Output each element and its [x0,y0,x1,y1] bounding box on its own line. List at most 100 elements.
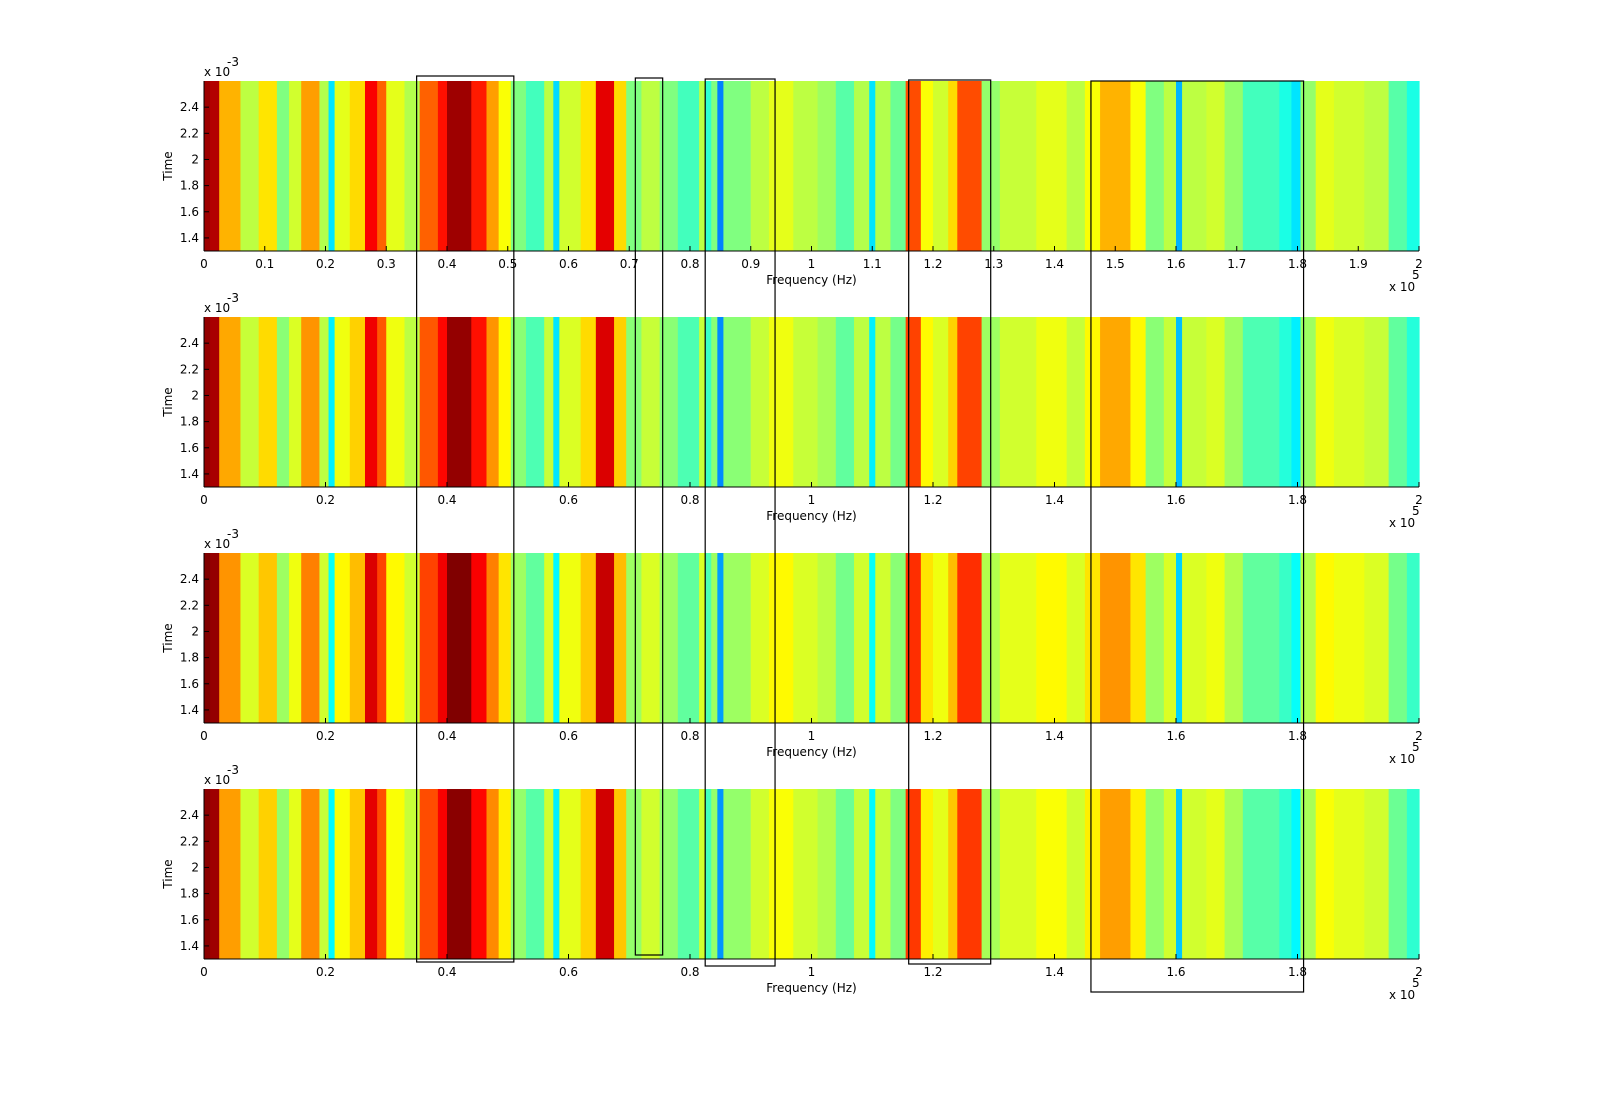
heatmap-band [659,789,679,959]
heatmap-band [258,81,278,251]
heatmap-band [1206,81,1226,251]
heatmap-band [1364,553,1390,723]
heatmap-band [957,81,983,251]
heatmap-band [699,553,706,723]
heatmap-band [614,317,627,487]
heatmap-band [768,81,794,251]
heatmap-band [1333,789,1365,959]
heatmap-band [386,553,406,723]
y-tick-label: 2 [191,624,199,638]
heatmap-band [334,553,351,723]
highlight-box [416,75,515,963]
heatmap-band [723,553,752,723]
heatmap-band [210,81,220,251]
heatmap-band [614,553,627,723]
heatmap-band [204,789,211,959]
heatmap-band [349,317,366,487]
heatmap-band [210,553,220,723]
heatmap-band [641,317,661,487]
heatmap-band [447,81,472,251]
heatmap-band [525,81,545,251]
heatmap-band [1315,553,1335,723]
heatmap-band [1084,81,1101,251]
heatmap-band [957,317,983,487]
heatmap-band [869,789,876,959]
x-tick-label: 0.6 [559,965,578,979]
heatmap-band [525,553,545,723]
y-tick-label: 2.4 [180,336,199,350]
heatmap-band [614,789,627,959]
y-exponent-label: x 10 [204,301,230,315]
y-tick-label: 2.2 [180,834,199,848]
y-tick-label: 1.4 [180,467,199,481]
heatmap-band [626,81,642,251]
heatmap-band [920,789,934,959]
heatmap-band [999,81,1037,251]
x-tick-label: 0.8 [680,257,699,271]
heatmap-band [580,317,597,487]
heatmap-band [711,81,718,251]
heatmap-band [1333,553,1365,723]
heatmap-band [289,789,302,959]
heatmap-band [553,81,560,251]
heatmap-band [768,553,794,723]
x-tick-label: 1 [808,493,816,507]
heatmap-band [301,553,321,723]
x-tick-label: 0.2 [316,729,335,743]
x-axis-label: Frequency (Hz) [766,981,857,995]
heatmap-band [240,553,260,723]
heatmap-band [1163,81,1177,251]
highlight-box [908,79,992,965]
x-tick-label: 1.6 [1166,965,1185,979]
heatmap-band [1242,317,1280,487]
heatmap-band [328,553,336,723]
heatmap-band [933,317,949,487]
x-exponent-label: x 10 [1389,516,1415,530]
x-tick-label: 1.2 [923,493,942,507]
heatmap-band [677,789,700,959]
highlight-box [1090,80,1305,993]
heatmap-band [1406,789,1420,959]
heatmap-band [498,553,512,723]
heatmap-band [1066,81,1086,251]
y-exponent-label: x 10 [204,537,230,551]
heatmap-band [580,789,597,959]
heatmap-band [419,553,439,723]
heatmap-band [240,81,260,251]
heatmap-band [1242,81,1280,251]
heatmap-band [437,81,448,251]
x-exponent-label: x 10 [1389,752,1415,766]
y-tick-label: 2.2 [180,362,199,376]
heatmap-band [447,789,472,959]
heatmap-band [1291,789,1302,959]
heatmap-band [1084,553,1101,723]
heatmap-band [1066,789,1086,959]
heatmap-band [1315,789,1335,959]
heatmap-band [750,317,770,487]
heatmap-band [1206,553,1226,723]
y-tick-label: 1.8 [180,887,199,901]
heatmap-band [559,81,582,251]
heatmap-band [544,81,554,251]
heatmap-band [404,81,421,251]
heatmap-band [854,317,870,487]
heatmap-band [364,789,378,959]
x-tick-label: 0.8 [680,729,699,743]
heatmap-band [471,81,488,251]
heatmap-band [1406,81,1420,251]
x-tick-label: 1.4 [1045,729,1064,743]
heatmap-band [717,789,725,959]
heatmap-band [1224,81,1244,251]
x-tick-label: 1.8 [1288,493,1307,507]
heatmap-band [835,553,855,723]
heatmap-band [1176,789,1183,959]
heatmap-band [723,789,752,959]
x-exponent-power: 5 [1412,268,1420,282]
heatmap-band [553,789,560,959]
x-tick-label: 1.1 [863,257,882,271]
y-tick-label: 1.8 [180,179,199,193]
heatmap-band [1279,317,1293,487]
heatmap-band [486,81,500,251]
x-axis-label: Frequency (Hz) [766,509,857,523]
